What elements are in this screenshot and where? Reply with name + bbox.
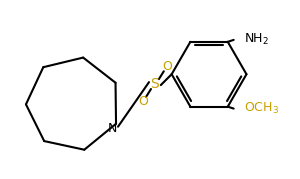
Text: O: O: [162, 60, 172, 73]
Text: S: S: [151, 77, 159, 91]
Text: N: N: [107, 122, 117, 135]
Text: NH$_2$: NH$_2$: [244, 32, 268, 47]
Text: O: O: [138, 95, 148, 108]
Text: OCH$_3$: OCH$_3$: [244, 101, 278, 116]
